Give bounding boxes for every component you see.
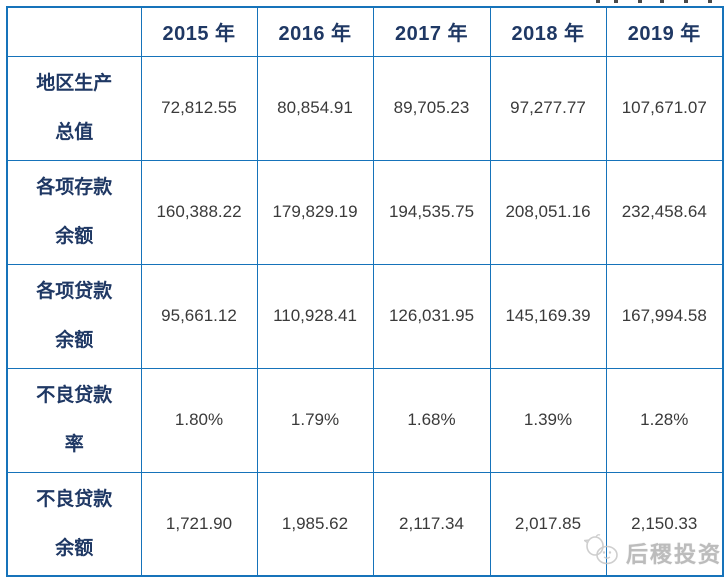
value-cell: 2,150.33: [605, 471, 724, 577]
value-cell: 145,169.39: [489, 263, 607, 369]
year-header-2018: 2018 年: [489, 6, 607, 57]
row-label-line: 地区生产: [36, 73, 113, 94]
row-label-line: 余额: [55, 537, 94, 559]
financial-data-table: 2015 年 2016 年 2017 年 2018 年 2019 年 地区生产 …: [6, 6, 724, 577]
row-label-line: 余额: [55, 226, 94, 247]
value-cell: 194,535.75: [372, 159, 491, 265]
value-cell: 208,051.16: [489, 159, 607, 265]
value-cell: 1.79%: [256, 367, 374, 473]
row-label-line: 不良贷款: [36, 488, 113, 510]
row-label-line: 各项贷款: [36, 281, 113, 302]
corner-empty-cell: [6, 6, 142, 57]
value-cell: 72,812.55: [140, 55, 258, 161]
row-label-line: 总值: [55, 122, 94, 143]
table-row-npl-ratio: 不良贷款 率 1.80% 1.79% 1.68% 1.39% 1.28%: [6, 367, 724, 473]
value-cell: 160,388.22: [140, 159, 258, 265]
value-cell: 1.68%: [372, 367, 491, 473]
row-label-npl-balance: 不良贷款 余额: [6, 471, 142, 577]
row-label-gdp: 地区生产 总值: [6, 55, 142, 161]
value-cell: 232,458.64: [605, 159, 724, 265]
row-label-line: 余额: [55, 330, 94, 351]
cropped-text-fragment: [592, 0, 722, 3]
row-label-deposits: 各项存款 余额: [6, 159, 142, 265]
value-cell: 80,854.91: [256, 55, 374, 161]
value-cell: 179,829.19: [256, 159, 374, 265]
table-row-loans: 各项贷款 余额 95,661.12 110,928.41 126,031.95 …: [6, 263, 724, 369]
row-label-line: 不良贷款: [36, 385, 113, 406]
value-cell: 1.80%: [140, 367, 258, 473]
value-cell: 110,928.41: [256, 263, 374, 369]
value-cell: 2,117.34: [372, 471, 491, 577]
row-label-line: 各项存款: [36, 177, 113, 198]
year-header-2015: 2015 年: [140, 6, 258, 57]
row-label-loans: 各项贷款 余额: [6, 263, 142, 369]
table-row-deposits: 各项存款 余额 160,388.22 179,829.19 194,535.75…: [6, 159, 724, 265]
value-cell: 1,985.62: [256, 471, 374, 577]
table-header-row: 2015 年 2016 年 2017 年 2018 年 2019 年: [6, 6, 724, 57]
value-cell: 97,277.77: [489, 55, 607, 161]
value-cell: 1.39%: [489, 367, 607, 473]
value-cell: 126,031.95: [372, 263, 491, 369]
year-header-2017: 2017 年: [372, 6, 491, 57]
value-cell: 167,994.58: [605, 263, 724, 369]
row-label-line: 率: [64, 434, 84, 455]
value-cell: 1,721.90: [140, 471, 258, 577]
value-cell: 1.28%: [605, 367, 724, 473]
table-row-gdp: 地区生产 总值 72,812.55 80,854.91 89,705.23 97…: [6, 55, 724, 161]
value-cell: 95,661.12: [140, 263, 258, 369]
year-header-2016: 2016 年: [256, 6, 374, 57]
value-cell: 89,705.23: [372, 55, 491, 161]
value-cell: 107,671.07: [605, 55, 724, 161]
row-label-npl-ratio: 不良贷款 率: [6, 367, 142, 473]
value-cell: 2,017.85: [489, 471, 607, 577]
year-header-2019: 2019 年: [605, 6, 724, 57]
table-row-npl-balance: 不良贷款 余额 1,721.90 1,985.62 2,117.34 2,017…: [6, 471, 724, 577]
